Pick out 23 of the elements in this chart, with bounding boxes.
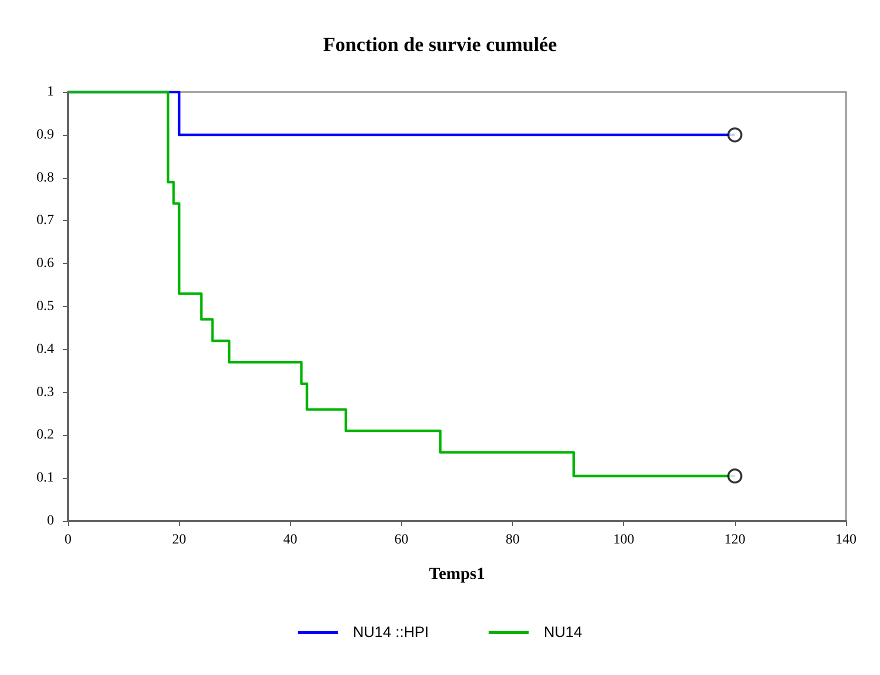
x-axis-title: Temps1 (428, 564, 486, 583)
x-tick-label: 140 (836, 532, 856, 548)
y-tick-label: 0.7 (36, 213, 54, 228)
x-tick-label: 120 (724, 532, 746, 548)
x-tick-label: 20 (172, 532, 186, 548)
x-tick-label: 40 (283, 532, 298, 548)
chart-title: Fonction de survie cumulée (323, 34, 558, 56)
y-tick-label: 0.3 (36, 384, 54, 400)
x-tick-label: 80 (506, 532, 520, 548)
x-tick-label: 100 (613, 532, 634, 548)
y-tick-label: 0.2 (36, 428, 54, 443)
y-tick-label: 0.9 (36, 127, 54, 142)
legend-label: NU14 (544, 624, 582, 641)
y-tick-label: 0.8 (36, 170, 54, 186)
y-tick-label: 0.6 (36, 256, 54, 272)
y-tick-label: 0.5 (36, 299, 54, 314)
legend-label: NU14 ::HPI (352, 624, 429, 641)
y-tick-label: 0.4 (36, 342, 54, 357)
y-tick-label: 1 (47, 84, 54, 100)
x-tick-label: 0 (64, 532, 72, 548)
x-tick-label: 60 (394, 532, 408, 548)
y-tick-label: 0 (47, 514, 54, 528)
y-tick-label: 0.1 (36, 470, 54, 486)
